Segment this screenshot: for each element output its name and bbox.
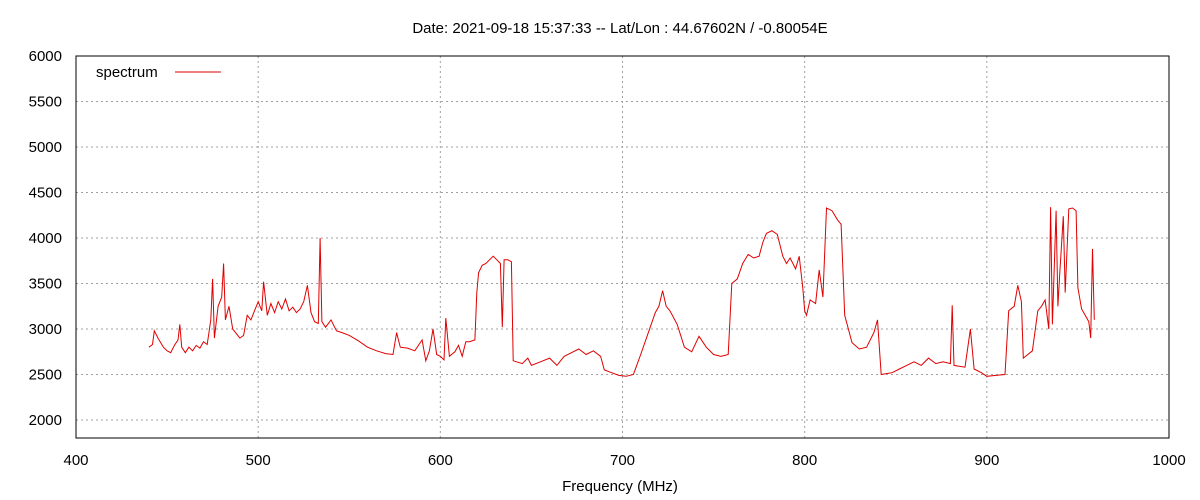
axis-ticks: 400 500 600 700 800 900 1000 2000 2500 3000 3500 40… <box>29 48 1186 469</box>
y-tick-label: 2500 <box>29 367 62 384</box>
x-tick-label: 500 <box>246 452 271 469</box>
grid-lines <box>76 56 1169 438</box>
y-tick-label: 5500 <box>29 94 62 111</box>
series-layer <box>148 207 1095 377</box>
x-tick-label: 400 <box>63 452 88 469</box>
x-tick-label: 700 <box>610 452 635 469</box>
y-tick-label: 3500 <box>29 276 62 293</box>
y-tick-label: 3000 <box>29 321 62 338</box>
y-tick-label: 4000 <box>29 230 62 247</box>
series-line-spectrum <box>148 207 1095 377</box>
legend: spectrum <box>96 64 221 81</box>
y-tick-label: 5000 <box>29 139 62 156</box>
y-tick-label: 2000 <box>29 412 62 429</box>
x-tick-label: 800 <box>792 452 817 469</box>
x-axis-label: Frequency (MHz) <box>562 478 678 495</box>
x-tick-label: 1000 <box>1152 452 1185 469</box>
legend-label-spectrum: spectrum <box>96 64 158 81</box>
plot-frame <box>75 55 1170 439</box>
x-tick-label: 600 <box>428 452 453 469</box>
chart-title: Date: 2021-09-18 15:37:33 -- Lat/Lon : 4… <box>412 20 827 37</box>
y-tick-label: 4500 <box>29 185 62 202</box>
y-tick-label: 6000 <box>29 48 62 65</box>
x-tick-label: 900 <box>974 452 999 469</box>
